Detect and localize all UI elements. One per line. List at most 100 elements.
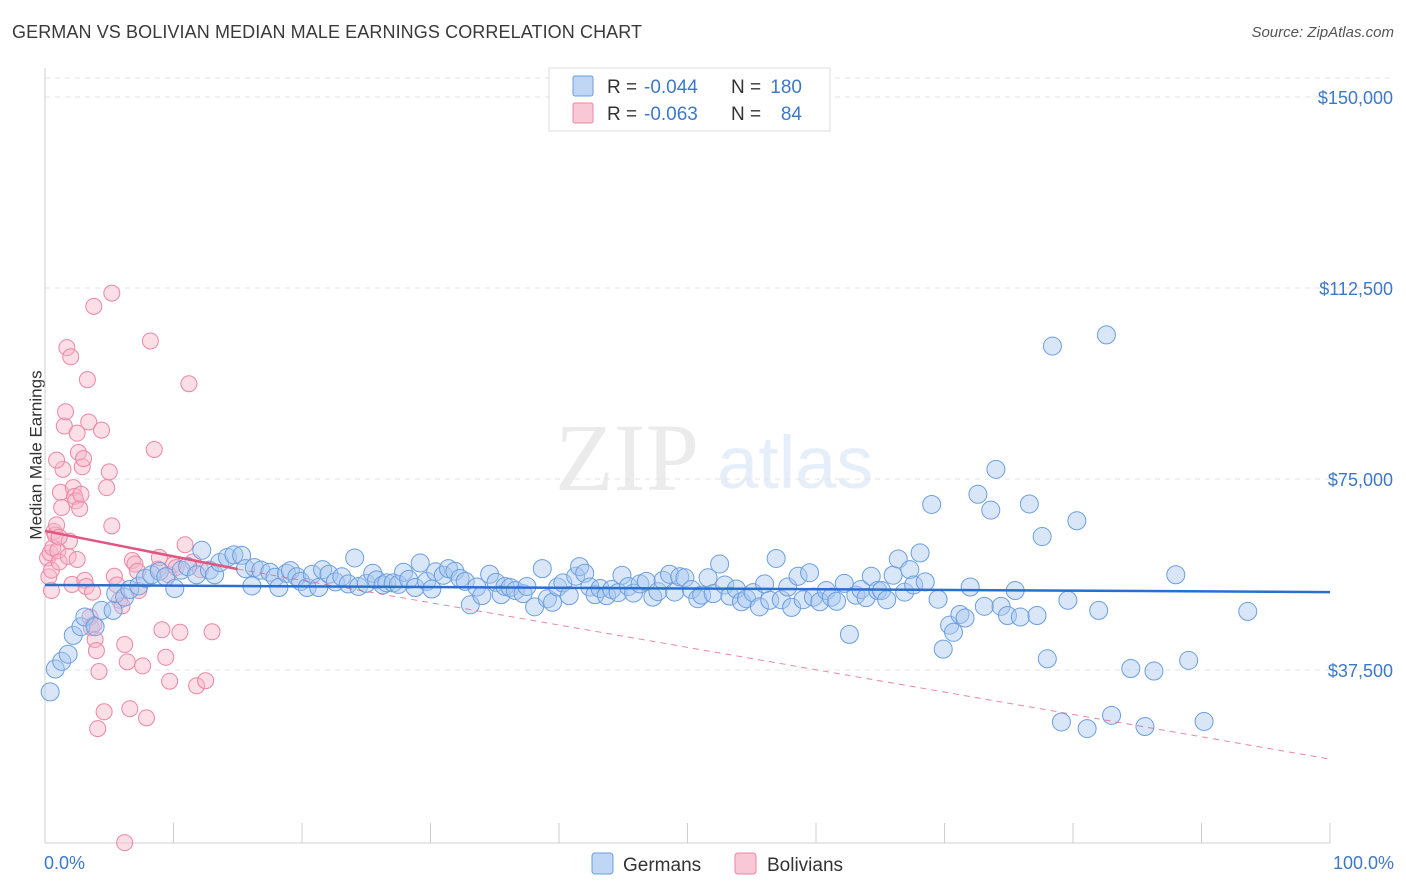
bolivian-trend-extension <box>237 568 1331 760</box>
german-point-177 <box>1096 325 1116 345</box>
bolivian-point-43 <box>100 463 118 481</box>
german-point-83 <box>543 592 563 612</box>
german-point-60 <box>410 553 430 573</box>
german-point-71 <box>472 586 492 606</box>
german-point-120 <box>749 597 769 617</box>
bolivian-point-73 <box>116 834 134 852</box>
bolivian-point-9 <box>50 553 68 571</box>
bolivian-point-30 <box>77 577 95 595</box>
german-point-172 <box>1051 712 1071 732</box>
german-point-7 <box>85 617 105 637</box>
bolivian-point-50 <box>118 653 136 671</box>
x-tick-label-min: 0.0% <box>44 853 85 873</box>
bolivian-point-40 <box>93 421 111 439</box>
bolivian-point-13 <box>55 417 73 435</box>
german-point-151 <box>922 494 942 514</box>
german-point-6 <box>75 607 95 627</box>
legend-swatch-bolivians <box>572 102 594 124</box>
bolivian-point-14 <box>57 403 75 421</box>
bolivian-point-38 <box>87 642 105 660</box>
german-point-5 <box>71 617 91 637</box>
bolivian-point-31 <box>78 371 96 389</box>
german-point-185 <box>1238 601 1258 621</box>
bolivian-point-74 <box>129 562 147 580</box>
legend-r-label-germans: R = <box>607 77 637 98</box>
legend-n-label-bolivians: N = <box>731 104 761 125</box>
bolivian-point-16 <box>59 547 77 565</box>
german-point-123 <box>766 548 786 568</box>
bolivian-point-56 <box>138 709 156 727</box>
german-point-126 <box>782 597 802 617</box>
german-point-81 <box>532 559 552 579</box>
german-point-135 <box>834 573 854 593</box>
german-point-150 <box>915 572 935 592</box>
bolivian-point-26 <box>72 485 90 503</box>
bolivians-points <box>39 284 221 852</box>
bolivian-trend-line <box>44 529 238 571</box>
bolivian-point-67 <box>197 672 215 690</box>
german-point-163 <box>991 596 1011 616</box>
german-point-153 <box>933 639 953 659</box>
german-point-158 <box>960 577 980 597</box>
bolivian-point-81 <box>203 623 221 641</box>
bolivian-point-44 <box>103 517 121 535</box>
bolivian-point-15 <box>58 339 76 357</box>
german-point-167 <box>1019 494 1039 514</box>
german-point-147 <box>900 560 920 580</box>
german-point-107 <box>675 568 695 588</box>
bottom-legend: Germans Bolivians <box>591 852 843 876</box>
german-point-64 <box>433 565 453 585</box>
german-point-93 <box>597 586 617 606</box>
bolivian-point-70 <box>68 550 86 568</box>
german-trend-line <box>44 583 1331 594</box>
german-point-86 <box>559 586 579 606</box>
bolivian-point-23 <box>68 424 86 442</box>
german-point-144 <box>883 565 903 585</box>
german-point-149 <box>910 543 930 563</box>
german-point-129 <box>800 563 820 583</box>
german-point-169 <box>1032 527 1052 547</box>
legend-n-label-germans: N = <box>731 77 761 98</box>
legend-n-value-bolivians: 84 <box>781 104 803 125</box>
german-point-182 <box>1166 565 1186 585</box>
bolivian-point-65 <box>180 375 198 393</box>
german-point-180 <box>1135 717 1155 737</box>
bolivian-point-64 <box>171 623 189 641</box>
german-point-174 <box>1067 511 1087 531</box>
bolivian-point-78 <box>176 536 194 554</box>
bolivian-point-18 <box>62 348 80 366</box>
bolivian-point-61 <box>157 648 175 666</box>
german-point-181 <box>1144 661 1164 681</box>
bolivian-point-83 <box>89 720 107 738</box>
german-point-178 <box>1102 705 1122 725</box>
german-point-121 <box>755 574 775 594</box>
german-point-140 <box>861 566 881 586</box>
german-point-125 <box>778 577 798 597</box>
bolivian-point-41 <box>95 703 113 721</box>
german-point-52 <box>367 570 387 590</box>
german-point-162 <box>986 459 1006 479</box>
german-point-0 <box>40 682 60 702</box>
bolivian-point-28 <box>75 450 93 468</box>
bolivian-point-39 <box>90 663 108 681</box>
german-point-166 <box>1010 607 1030 627</box>
german-point-127 <box>788 566 808 586</box>
german-point-22 <box>192 540 212 560</box>
german-point-117 <box>731 592 751 612</box>
y-tick-label-1: $75,000 <box>1328 470 1393 490</box>
legend-r-value-germans: -0.044 <box>644 77 698 98</box>
german-point-1 <box>45 659 65 679</box>
bolivian-point-72 <box>103 284 121 302</box>
german-point-152 <box>928 589 948 609</box>
german-point-113 <box>710 554 730 574</box>
german-point-18 <box>165 579 185 599</box>
german-point-175 <box>1077 719 1097 739</box>
bolivian-point-82 <box>48 451 66 469</box>
legend: R = -0.044 N = 180 R = -0.063 N = 84 <box>548 67 831 132</box>
bottom-legend-swatch-germans <box>591 852 614 875</box>
trend-lines <box>44 529 1331 760</box>
german-point-88 <box>570 557 590 577</box>
german-point-27 <box>224 545 244 565</box>
bolivian-point-57 <box>141 332 159 350</box>
